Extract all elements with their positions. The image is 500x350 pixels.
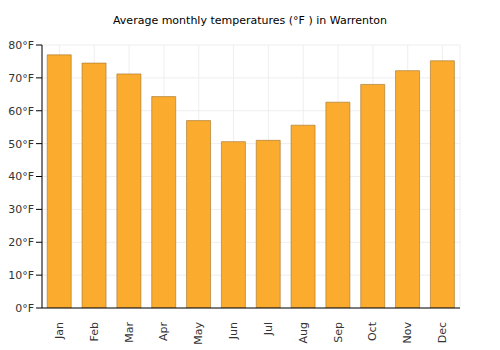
svg-text:Dec: Dec <box>436 322 449 343</box>
svg-text:Sep: Sep <box>332 322 345 343</box>
svg-text:20°F: 20°F <box>8 236 34 249</box>
svg-text:60°F: 60°F <box>8 105 34 118</box>
svg-text:0°F: 0°F <box>15 302 34 315</box>
svg-text:Feb: Feb <box>88 322 101 341</box>
svg-text:Nov: Nov <box>401 322 414 344</box>
svg-text:50°F: 50°F <box>8 138 34 151</box>
svg-text:Aug: Aug <box>297 322 310 343</box>
svg-text:Jul: Jul <box>262 322 275 336</box>
svg-text:Jan: Jan <box>53 322 66 340</box>
svg-text:80°F: 80°F <box>8 39 34 52</box>
svg-text:30°F: 30°F <box>8 203 34 216</box>
html-text:Average monthly temperatures (: Average monthly temperatures (°F ) in Wa… <box>113 14 387 27</box>
svg-text:Jun: Jun <box>227 322 240 340</box>
svg-text:May: May <box>192 322 205 345</box>
svg-text:40°F: 40°F <box>8 170 34 183</box>
svg-text:70°F: 70°F <box>8 72 34 85</box>
svg-text:Oct: Oct <box>366 321 379 341</box>
svg-text:10°F: 10°F <box>8 269 34 282</box>
svg-text:Mar: Mar <box>123 322 136 343</box>
svg-text:Apr: Apr <box>157 322 170 342</box>
